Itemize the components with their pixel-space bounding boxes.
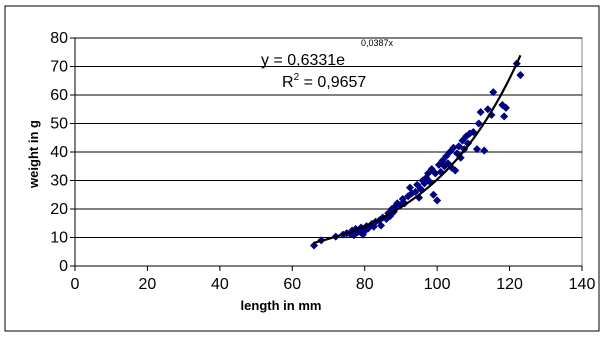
x-tick-label: 60: [283, 276, 301, 293]
data-point: [451, 166, 460, 175]
data-point: [424, 169, 433, 178]
r-squared-value: = 0,9657: [299, 74, 366, 91]
y-tick-label: 40: [50, 144, 68, 161]
trendline-equation-exponent: 0,0387x: [361, 38, 394, 48]
y-tick-label: 0: [59, 258, 68, 275]
x-tick-label: 120: [496, 276, 523, 293]
data-point: [472, 145, 482, 154]
data-point: [433, 196, 442, 205]
y-tick-label: 30: [50, 173, 68, 190]
x-tick-label: 20: [139, 276, 157, 293]
data-point: [476, 108, 485, 117]
y-tick-label: 50: [50, 116, 68, 133]
x-axis-title: length in mm: [241, 298, 322, 313]
data-point: [376, 221, 386, 230]
y-axis-title: weight in g: [26, 120, 41, 189]
data-point: [445, 147, 454, 157]
y-tick-label: 10: [50, 230, 68, 247]
y-tick-label: 20: [50, 201, 68, 218]
y-tick-label: 80: [50, 30, 68, 47]
data-point: [427, 165, 436, 174]
data-point: [474, 119, 483, 128]
data-point: [500, 112, 509, 121]
data-point: [442, 152, 451, 161]
trendline-equation-base: y = 0,6331e: [261, 52, 345, 69]
trendline-equation: y = 0,6331e: [261, 52, 345, 69]
y-tick-label: 70: [50, 59, 68, 76]
data-point: [429, 190, 438, 199]
tick-labels: 0 10 20 30 40 50 60 70 80 0 20 40 60 80 100 120 140: [50, 30, 595, 293]
data-point: [469, 128, 478, 137]
r-squared-prefix: R: [282, 74, 294, 91]
r-squared-label: R2 = 0,9657: [282, 72, 366, 91]
data-point: [309, 241, 319, 250]
data-point: [480, 146, 489, 155]
data-points: [309, 59, 525, 250]
x-tick-label: 100: [424, 276, 451, 293]
x-tick-label: 0: [71, 276, 80, 293]
data-point: [411, 187, 420, 196]
x-tick-label: 80: [356, 276, 374, 293]
y-tick-label: 60: [50, 87, 68, 104]
data-point: [454, 142, 463, 151]
gridlines: [75, 37, 582, 238]
data-point: [369, 222, 378, 231]
data-point: [458, 136, 467, 145]
axes: [70, 37, 583, 271]
x-tick-label: 40: [211, 276, 229, 293]
data-point: [483, 105, 492, 114]
data-point: [501, 103, 510, 112]
trendline: [313, 54, 522, 244]
data-point: [489, 88, 498, 97]
data-point: [443, 159, 453, 168]
data-point: [453, 149, 462, 158]
data-point: [413, 180, 422, 189]
data-point: [516, 71, 525, 80]
r-squared-superscript: 2: [294, 72, 300, 83]
x-tick-label: 140: [569, 276, 596, 293]
